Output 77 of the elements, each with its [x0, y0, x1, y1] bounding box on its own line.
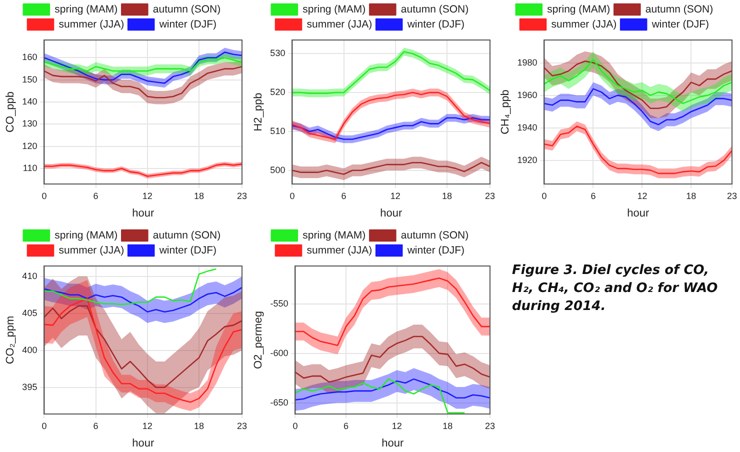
x-tick-label: 6	[93, 420, 98, 431]
legend-label: spring (MAM)	[54, 229, 118, 242]
y-tick-label: 1920	[517, 154, 538, 165]
y-tick-label: 1980	[517, 57, 538, 68]
y-tick-label: 1960	[517, 90, 538, 100]
x-tick-label: 23	[236, 420, 247, 431]
legend-label: winter (DJF)	[158, 18, 217, 30]
y-axis-title: CO_ppb	[4, 92, 17, 132]
y-tick-label: 510	[270, 126, 286, 136]
y-tick-label: 130	[22, 118, 38, 129]
legend-label: summer (JJA)	[58, 244, 124, 256]
y-tick-label: -550	[270, 298, 288, 308]
y-tick-label: 410	[22, 270, 38, 281]
x-tick-label: 12	[390, 190, 400, 201]
x-tick-label: 18	[686, 190, 696, 201]
y-axis-title: CH₄_ppb	[500, 90, 512, 134]
x-tick-label: 0	[42, 190, 47, 201]
x-tick-label: 12	[142, 420, 152, 431]
x-tick-label: 18	[194, 420, 204, 431]
legend-label: spring (MAM)	[302, 229, 366, 242]
legend-label: spring (MAM)	[547, 3, 610, 16]
y-tick-label: -650	[270, 397, 288, 408]
legend-label: autumn (SON)	[645, 3, 714, 16]
legend-label: winter (DJF)	[406, 244, 465, 256]
x-tick-label: 0	[542, 190, 547, 201]
x-tick-label: 0	[42, 420, 47, 431]
x-tick-label: 23	[236, 190, 247, 201]
x-tick-label: 6	[344, 420, 349, 431]
legend-label: spring (MAM)	[54, 3, 118, 16]
x-tick-label: 18	[442, 190, 452, 201]
y-axis-title: H2_ppb	[252, 92, 265, 132]
y-tick-label: 530	[270, 48, 286, 58]
x-tick-label: 0	[290, 190, 295, 201]
x-tick-label: 23	[484, 420, 495, 431]
y-tick-label: 400	[22, 344, 38, 355]
legend-label: summer (JJA)	[306, 244, 372, 256]
y-tick-label: 1940	[517, 122, 538, 132]
x-tick-label: 23	[726, 190, 737, 201]
legend-label: winter (DJF)	[158, 244, 217, 256]
x-tick-label: 12	[637, 190, 648, 201]
y-axis-title: CO₂_ppm	[4, 316, 17, 364]
x-tick-label: 6	[341, 190, 346, 201]
y-tick-label: 150	[22, 74, 38, 84]
x-axis-title: hour	[627, 207, 650, 220]
y-tick-label: 110	[22, 162, 38, 173]
x-axis-title: hour	[132, 207, 154, 220]
x-tick-label: 0	[292, 420, 298, 431]
legend-label: autumn (SON)	[152, 229, 221, 242]
legend-label: autumn (SON)	[152, 3, 221, 16]
x-tick-label: 18	[442, 420, 453, 431]
legend-label: summer (JJA)	[58, 18, 124, 30]
y-tick-label: 160	[22, 52, 38, 62]
legend-label: summer (JJA)	[551, 18, 617, 30]
legend-label: spring (MAM)	[302, 3, 366, 16]
y-tick-label: 120	[22, 140, 38, 151]
legend-label: autumn (SON)	[400, 3, 469, 16]
x-tick-label: 12	[142, 190, 152, 201]
legend-label: autumn (SON)	[400, 229, 469, 242]
y-tick-label: 395	[22, 382, 38, 392]
legend-label: winter (DJF)	[650, 18, 710, 30]
x-tick-label: 23	[484, 190, 495, 201]
y-tick-label: -600	[270, 348, 288, 358]
y-axis-title: O2_permeg	[252, 310, 265, 370]
y-tick-label: 140	[22, 96, 38, 107]
x-tick-label: 18	[194, 190, 204, 201]
x-axis-title: hour	[380, 207, 402, 220]
text: Figure 3. Diel cycles of CO, H₂, CH₄, CO₂ and O₂ for WAO during 2014.	[512, 262, 719, 316]
y-tick-label: 500	[270, 164, 286, 175]
y-tick-label: 520	[270, 87, 286, 98]
x-tick-label: 6	[93, 190, 98, 201]
legend-label: summer (JJA)	[306, 18, 372, 30]
x-axis-title: hour	[132, 437, 154, 450]
legend-label: winter (DJF)	[406, 18, 465, 30]
x-tick-label: 12	[392, 420, 402, 431]
x-axis-title: hour	[382, 437, 404, 450]
y-tick-label: 405	[22, 308, 38, 318]
x-tick-label: 6	[590, 190, 596, 201]
